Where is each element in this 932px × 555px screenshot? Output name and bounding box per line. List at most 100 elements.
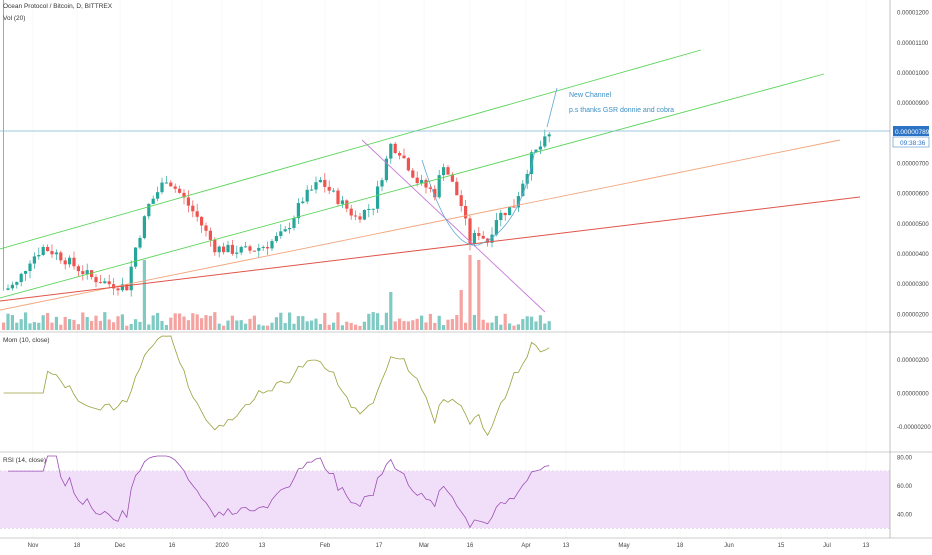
volume-bar: [160, 320, 164, 330]
volume-bar: [318, 324, 322, 330]
candle-body: [213, 239, 217, 253]
time-tick-label: May: [618, 543, 629, 549]
candle-body: [257, 247, 261, 251]
candle-body: [525, 173, 529, 184]
volume-bar: [310, 320, 314, 330]
candle-body: [76, 266, 80, 272]
volume-bar: [81, 312, 85, 330]
candle-body: [530, 152, 534, 174]
volume-bar: [530, 316, 534, 330]
candle-body: [248, 246, 252, 251]
price-axis[interactable]: 0.00001200 0.00001100 0.00001000 0.00000900…: [897, 11, 931, 519]
annotation-new-channel: New Channel: [569, 92, 611, 99]
volume-indicator-label[interactable]: Vol (20): [3, 15, 26, 22]
volume-bar: [521, 319, 525, 330]
candle-body: [446, 167, 450, 175]
candle-body: [437, 175, 441, 198]
time-axis[interactable]: Nov 18 Dec 16 2020 13 Feb 17 Mar 16 Apr 13 May 18 Jun 1…: [28, 543, 870, 549]
price-tick-label: 0.00001100: [897, 41, 929, 47]
candle-body: [230, 244, 234, 254]
candle-body: [402, 155, 406, 159]
momentum-tick-label: -0.00000200: [897, 425, 931, 431]
symbol-title[interactable]: Ocean Protocol / Bitcoin, D, BITTREX: [3, 3, 113, 10]
candle-body: [41, 246, 45, 255]
volume-bar: [213, 312, 217, 330]
candle-body: [200, 216, 204, 226]
price-tag-value: 0.00000789: [895, 129, 930, 136]
volume-bar: [222, 325, 226, 330]
volume-bar: [486, 322, 490, 330]
rsi-indicator-label[interactable]: RSI (14, close): [3, 457, 46, 464]
volume-bar: [10, 315, 14, 330]
candle-body: [98, 282, 102, 284]
price-tick-label: 0.00000900: [897, 101, 929, 107]
candle-body: [239, 247, 243, 253]
volume-bar: [274, 317, 278, 330]
volume-bar: [244, 323, 248, 330]
volume-bar: [301, 316, 305, 330]
volume-bar: [433, 322, 437, 330]
volume-bar: [41, 315, 45, 330]
candle-body: [274, 235, 278, 242]
volume-bar: [450, 319, 454, 330]
volume-bar: [547, 321, 551, 330]
volume-bar: [37, 322, 41, 330]
volume-bar: [459, 290, 463, 330]
volume-bar: [538, 315, 542, 330]
volume-bar: [296, 316, 300, 330]
candle-body: [310, 189, 314, 191]
volume-bar: [437, 315, 441, 330]
candle-body: [481, 235, 485, 239]
candle-body: [28, 263, 32, 272]
candle-body: [252, 250, 256, 252]
candle-body: [244, 246, 248, 248]
candle-body: [442, 167, 446, 176]
candle-body: [129, 266, 133, 291]
candle-body: [424, 179, 428, 188]
volume-bar: [200, 318, 204, 330]
candle-body: [261, 246, 265, 248]
time-tick-label: Jul: [823, 543, 831, 549]
candle-body: [301, 201, 305, 204]
momentum-indicator-label[interactable]: Mom (10, close): [3, 337, 50, 344]
candle-body: [138, 238, 142, 248]
candle-body: [420, 179, 424, 184]
volume-bar: [464, 322, 468, 330]
candle-body: [112, 284, 116, 289]
volume-bar: [15, 322, 19, 330]
candle-body: [415, 177, 419, 184]
candle-body: [173, 186, 177, 189]
candle-body: [450, 174, 454, 182]
time-tick-label: 15: [778, 543, 785, 549]
candle-body: [160, 182, 164, 193]
volume-bar: [516, 324, 520, 330]
candle-body: [455, 181, 459, 196]
downtrend-line: [361, 139, 546, 313]
volume-bar: [534, 321, 538, 330]
price-tick-label: 0.00000200: [897, 312, 929, 318]
candle-body: [516, 196, 520, 208]
time-tick-label: 13: [259, 543, 266, 549]
candle-body: [538, 146, 542, 150]
rsi-tick-label: 40.00: [897, 512, 913, 518]
candle-body: [345, 200, 349, 209]
candle-body: [195, 211, 199, 217]
time-tick-label: 18: [677, 543, 684, 549]
volume-bar: [389, 292, 393, 330]
annotation-thanks: p.s thanks GSR donnie and cobra: [569, 107, 674, 114]
volume-bar: [103, 312, 107, 330]
volume-bar: [481, 319, 485, 330]
candle-body: [327, 186, 331, 191]
volume-bar: [380, 325, 384, 330]
price-tick-label: 0.00001000: [897, 71, 929, 77]
candle-body: [90, 270, 94, 278]
volume-bar: [217, 323, 221, 330]
candle-body: [380, 180, 384, 187]
candle-body: [384, 158, 388, 181]
volume-bar: [182, 316, 186, 330]
candle-body: [54, 252, 58, 255]
candle-body: [270, 241, 274, 249]
candle-body: [191, 205, 195, 212]
volume-bar: [261, 325, 265, 330]
